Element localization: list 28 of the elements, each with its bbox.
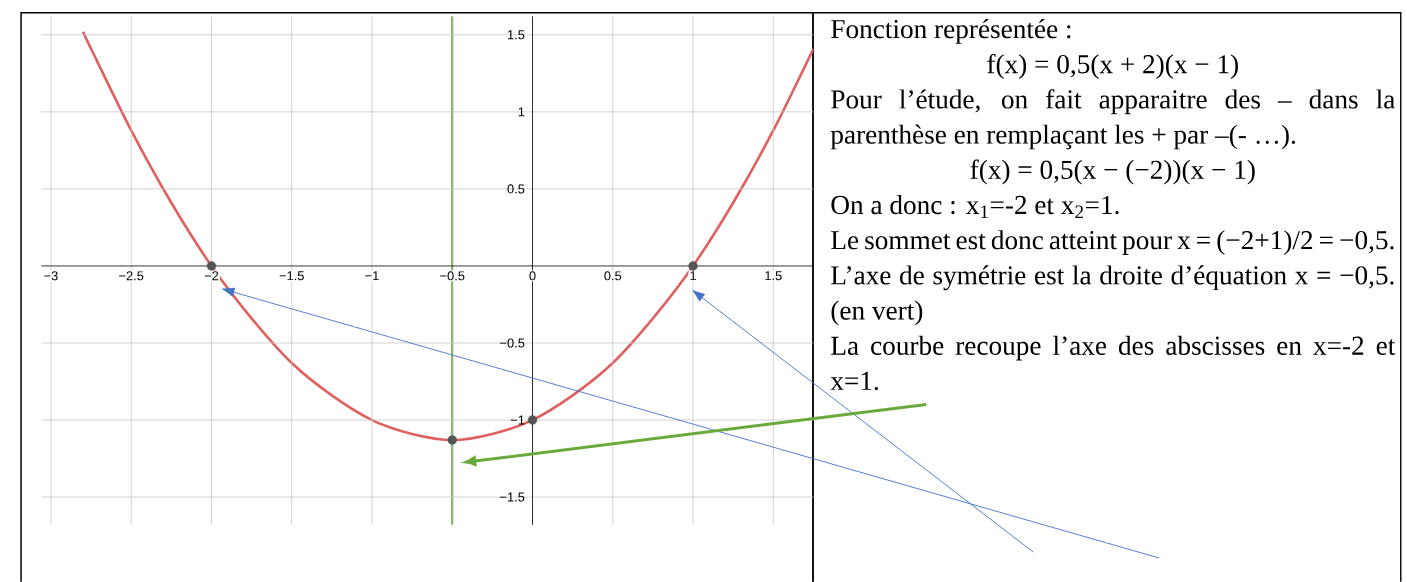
text: f(x) = 0,5(x − (−2))(x − 1) (970, 159, 1255, 185)
text: f(x) = 0,5(x + 2)(x − 1) (987, 54, 1238, 80)
text: La courbe recoupe l’axe des abscisses en x=-2 et x=1. (830, 335, 1396, 391)
x-tick-label: −1.5 (279, 271, 304, 281)
y-tick-label: 0.5 (507, 184, 525, 194)
y-tick-label: 1.5 (507, 30, 525, 40)
y-tick-label: −0.5 (500, 338, 525, 348)
text: L’axe de symétrie est la droite d’équation x = −0,5. (en vert) (831, 265, 1394, 326)
x-tick-label: −2 (204, 271, 219, 281)
y-tick-label: −1.5 (500, 492, 525, 502)
x-tick-label: −1 (365, 271, 379, 281)
x-tick-label: 1.5 (765, 271, 782, 281)
text: On a donc : x$_{1}$=-2 et x$_{2}$=1. (831, 195, 1119, 219)
point (447, 435, 457, 445)
text: Pour l’étude, on fait apparaitre des – dans la parenthèse en remplaçant les + par –(- …). (830, 89, 1395, 150)
text: Fonction représentée : (831, 19, 1071, 44)
x-tick-label: −3 (44, 271, 58, 281)
point (688, 261, 698, 271)
text: Le sommet est donc atteint pour x = (−2+1)/2 = −0,5. (831, 230, 1394, 255)
x-tick-label: 1 (690, 271, 696, 281)
point (527, 415, 538, 425)
point (206, 261, 217, 271)
y-tick-label: 1 (518, 107, 525, 117)
x-tick-label: −2.5 (119, 271, 144, 281)
x-tick-label: −0.5 (440, 271, 465, 281)
y-tick-label: −1 (510, 415, 525, 425)
x-tick-label: 0.5 (604, 271, 622, 281)
x-tick-label: 0 (529, 271, 536, 281)
